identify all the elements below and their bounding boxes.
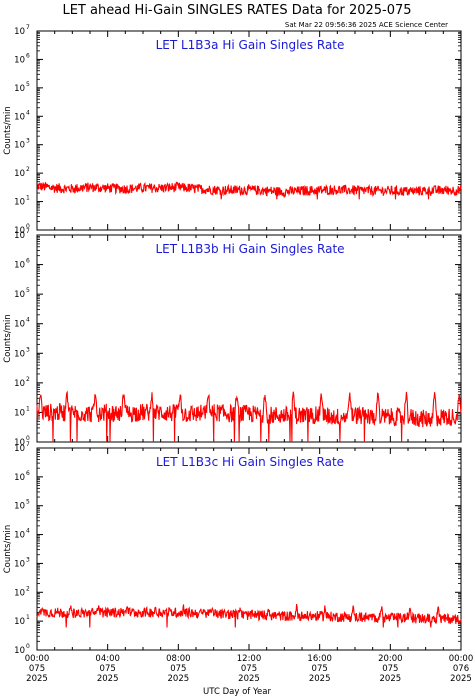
y-tick-label: 10 xyxy=(14,531,25,541)
y-tick-label: 10 xyxy=(14,588,25,598)
y-tick-exponent: 0 xyxy=(26,643,30,650)
x-tick-label: 075 xyxy=(312,664,328,674)
y-tick-label: 10 xyxy=(14,349,25,359)
y-tick-exponent: 3 xyxy=(26,346,30,353)
x-tick-label: 2025 xyxy=(309,674,331,684)
y-tick-label: 10 xyxy=(14,502,25,512)
x-tick-label: 075 xyxy=(100,664,116,674)
y-tick-exponent: 6 xyxy=(26,52,30,59)
y-tick-label: 10 xyxy=(14,617,25,627)
y-tick-exponent: 3 xyxy=(26,138,30,145)
y-tick-label: 10 xyxy=(14,444,25,454)
series-line xyxy=(36,390,462,443)
panel-title: LET L1B3a Hi Gain Singles Rate xyxy=(156,38,345,52)
x-tick-label: 00:00 xyxy=(449,654,474,664)
x-tick-label: 076 xyxy=(453,664,469,674)
timestamp-label: Sat Mar 22 09:56:36 2025 ACE Science Cen… xyxy=(285,21,448,29)
series-line xyxy=(36,181,462,200)
y-tick-label: 10 xyxy=(14,438,25,448)
y-tick-exponent: 5 xyxy=(26,499,30,506)
y-tick-exponent: 3 xyxy=(26,556,30,563)
y-tick-exponent: 5 xyxy=(26,81,30,88)
y-tick-label: 10 xyxy=(14,559,25,569)
y-tick-label: 10 xyxy=(14,646,25,656)
y-tick-exponent: 1 xyxy=(26,614,30,621)
x-tick-label: 2025 xyxy=(26,674,48,684)
y-tick-label: 10 xyxy=(14,141,25,151)
y-tick-exponent: 5 xyxy=(26,287,30,294)
y-tick-label: 10 xyxy=(14,112,25,122)
y-tick-exponent: 7 xyxy=(26,24,30,31)
y-tick-exponent: 2 xyxy=(26,166,30,173)
x-tick-label: 12:00 xyxy=(237,654,262,664)
y-tick-exponent: 0 xyxy=(26,223,30,230)
x-axis-label: UTC Day of Year xyxy=(203,687,271,697)
y-tick-exponent: 4 xyxy=(26,109,30,116)
y-tick-label: 10 xyxy=(14,290,25,300)
series-line xyxy=(36,604,462,628)
y-tick-label: 10 xyxy=(14,226,25,236)
y-tick-label: 10 xyxy=(14,408,25,418)
y-tick-label: 10 xyxy=(14,27,25,37)
y-tick-label: 10 xyxy=(14,473,25,483)
x-tick-label: 075 xyxy=(170,664,186,674)
y-tick-label: 10 xyxy=(14,231,25,241)
figure-title: LET ahead Hi-Gain SINGLES RATES Data for… xyxy=(62,3,411,18)
x-tick-label: 04:00 xyxy=(95,654,120,664)
y-tick-exponent: 6 xyxy=(26,470,30,477)
y-tick-exponent: 7 xyxy=(26,228,30,235)
x-tick-label: 00:00 xyxy=(25,654,50,664)
y-tick-exponent: 1 xyxy=(26,195,30,202)
y-tick-label: 10 xyxy=(14,84,25,94)
x-tick-label: 20:00 xyxy=(378,654,403,664)
x-tick-label: 075 xyxy=(382,664,398,674)
y-tick-exponent: 7 xyxy=(26,441,30,448)
y-axis-label: Counts/min xyxy=(3,525,13,574)
x-tick-label: 075 xyxy=(29,664,45,674)
plot-frame xyxy=(36,30,462,231)
y-tick-label: 10 xyxy=(14,261,25,271)
y-tick-exponent: 2 xyxy=(26,585,30,592)
x-tick-label: 2025 xyxy=(238,674,260,684)
x-tick-label: 2025 xyxy=(97,674,119,684)
y-tick-label: 10 xyxy=(14,320,25,330)
y-tick-label: 10 xyxy=(14,55,25,65)
x-tick-label: 2025 xyxy=(168,674,190,684)
y-axis-label: Counts/min xyxy=(3,314,13,363)
y-tick-label: 10 xyxy=(14,379,25,389)
x-tick-label: 08:00 xyxy=(166,654,191,664)
x-tick-label: 2025 xyxy=(380,674,402,684)
x-tick-label: 2025 xyxy=(450,674,472,684)
y-axis-label: Counts/min xyxy=(3,106,13,155)
y-tick-exponent: 0 xyxy=(26,435,30,442)
y-tick-exponent: 4 xyxy=(26,317,30,324)
y-tick-exponent: 1 xyxy=(26,405,30,412)
panel-title: LET L1B3b Hi Gain Singles Rate xyxy=(155,242,344,256)
x-axis: 00:00075202504:00075202508:00075202512:0… xyxy=(25,654,474,684)
y-tick-exponent: 6 xyxy=(26,258,30,265)
y-tick-exponent: 4 xyxy=(26,528,30,535)
y-tick-label: 10 xyxy=(14,169,25,179)
y-tick-exponent: 2 xyxy=(26,376,30,383)
panel-title: LET L1B3c Hi Gain Singles Rate xyxy=(156,455,344,469)
y-tick-label: 10 xyxy=(14,198,25,208)
x-tick-label: 16:00 xyxy=(307,654,332,664)
x-tick-label: 075 xyxy=(241,664,257,674)
